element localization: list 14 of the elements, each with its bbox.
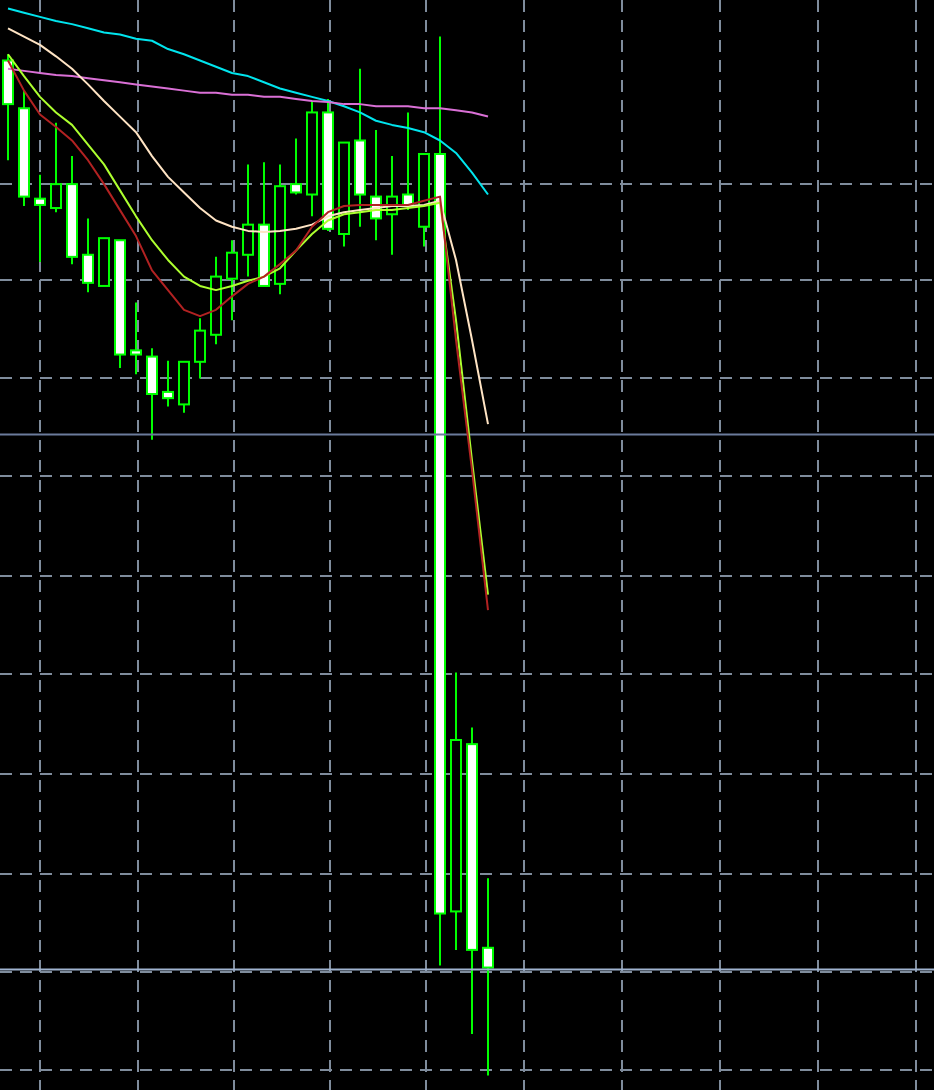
candlestick <box>290 137 302 196</box>
candlestick <box>130 301 142 376</box>
candlestick <box>34 173 46 264</box>
candlestick <box>50 121 62 214</box>
candlestick <box>226 239 238 322</box>
candlestick <box>2 53 14 162</box>
candlestick <box>178 360 190 414</box>
candlestick <box>194 317 206 380</box>
candlestick <box>98 237 110 287</box>
candlestick <box>82 217 94 294</box>
candlestick <box>146 347 158 441</box>
candlestick <box>242 163 254 278</box>
candlestick <box>482 877 494 1077</box>
candlestick <box>162 359 174 408</box>
